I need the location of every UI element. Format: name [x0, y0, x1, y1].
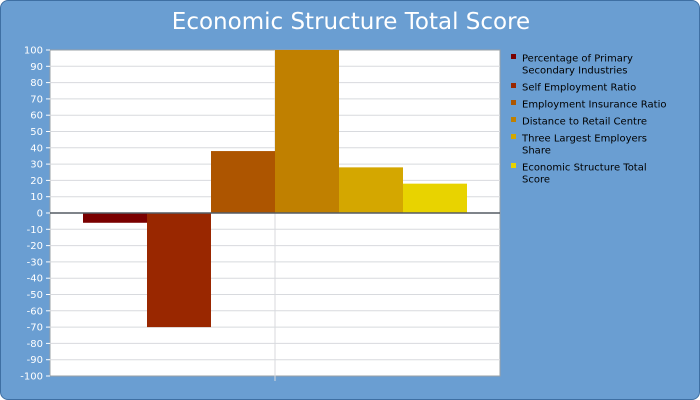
bar	[211, 151, 275, 213]
legend-item: Self Employment Ratio	[511, 83, 636, 94]
y-tick-label: -70	[27, 323, 43, 334]
bar	[83, 213, 147, 223]
bar	[339, 167, 403, 213]
legend-item: Distance to Retail Centre	[511, 117, 647, 128]
y-tick-label: -20	[27, 241, 43, 252]
legend-label: Three Largest Employers	[521, 134, 647, 145]
legend-swatch	[511, 163, 516, 168]
y-tick-label: 50	[30, 127, 43, 138]
y-tick-label: -100	[20, 372, 43, 383]
legend-label: Percentage of Primary	[522, 54, 633, 65]
legend-swatch	[511, 83, 516, 88]
y-tick-label: -90	[27, 355, 43, 366]
legend-label: Share	[522, 146, 551, 157]
y-tick-label: -10	[27, 225, 43, 236]
y-tick-label: -80	[27, 339, 43, 350]
legend-swatch	[511, 134, 516, 139]
y-tick-label: 30	[30, 160, 43, 171]
y-tick-label: -60	[27, 306, 43, 317]
legend-label: Economic Structure Total	[522, 163, 647, 174]
legend-swatch	[511, 117, 516, 122]
bar	[403, 183, 467, 213]
y-tick-label: 60	[30, 111, 43, 122]
y-tick-label: 90	[30, 62, 43, 73]
legend-label: Distance to Retail Centre	[522, 117, 647, 128]
y-tick-label: 100	[24, 46, 43, 57]
y-tick-label: 40	[30, 143, 43, 154]
y-tick-label: 80	[30, 78, 43, 89]
y-tick-label: -30	[27, 257, 43, 268]
legend-swatch	[511, 100, 516, 105]
legend-label: Secondary Industries	[522, 66, 628, 77]
y-tick-label: 10	[30, 192, 43, 203]
gridlines	[50, 50, 500, 381]
bars	[83, 50, 467, 328]
y-tick-label: -40	[27, 274, 43, 285]
legend-swatch	[511, 54, 516, 59]
legend-label: Score	[522, 175, 550, 186]
y-tick-label: 20	[30, 176, 43, 187]
legend-label: Self Employment Ratio	[522, 83, 636, 94]
legend-label: Employment Insurance Ratio	[522, 100, 666, 111]
y-axis-ticks: -100-90-80-70-60-50-40-30-20-10010203040…	[20, 46, 50, 383]
bar	[275, 50, 339, 213]
y-tick-label: 70	[30, 94, 43, 105]
bar	[147, 213, 211, 328]
chart-title: Economic Structure Total Score	[171, 9, 531, 35]
y-tick-label: 0	[37, 209, 43, 220]
y-tick-label: -50	[27, 290, 43, 301]
legend-item: Employment Insurance Ratio	[511, 100, 666, 111]
